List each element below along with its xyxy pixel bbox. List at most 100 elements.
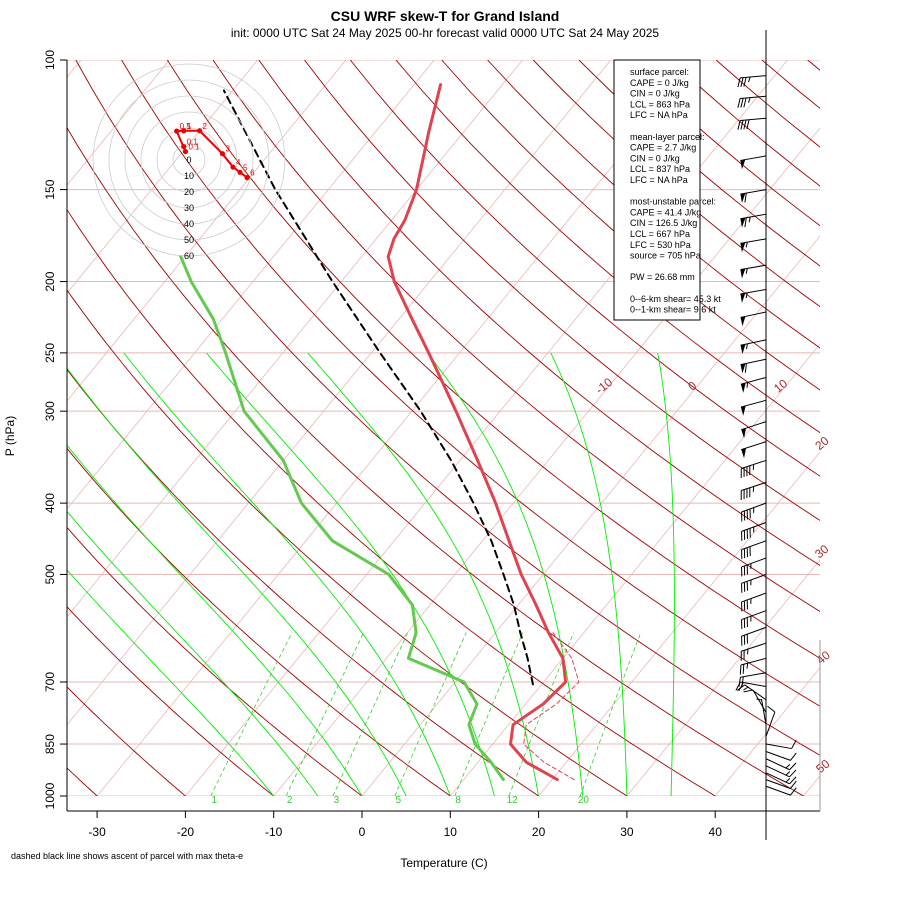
temperature-line	[386, 83, 568, 782]
wind-barb-pennant	[741, 448, 747, 459]
hodograph-point-label: 0.1	[187, 138, 199, 147]
virtual-temperature-line	[523, 632, 580, 781]
wind-barb-half-flag	[785, 763, 791, 769]
dewpoint-line	[179, 255, 505, 782]
wind-barb	[740, 238, 767, 253]
stats-line: 0--6-km shear= 45.3 kt	[630, 294, 721, 304]
wind-barb-half-flag	[746, 382, 749, 388]
wind-barb	[756, 698, 767, 725]
wind-barb-shaft	[741, 610, 767, 621]
wind-barb-flag	[740, 120, 744, 130]
wind-barb-shaft	[741, 540, 767, 551]
dry-adiabat-line	[441, 60, 820, 391]
x-tick-label: -30	[88, 825, 106, 839]
wind-barb-flag	[737, 98, 741, 108]
dry-adiabat-line	[67, 526, 363, 796]
wind-barb	[737, 95, 767, 108]
wind-barb-shaft	[741, 441, 767, 451]
wind-barb	[765, 785, 797, 796]
mixing-ratio-line	[285, 632, 364, 796]
dry-adiabat-line	[212, 60, 820, 612]
x-tick-label: 0	[359, 825, 366, 839]
isotherm-line	[67, 60, 258, 294]
isotherm-line	[96, 60, 700, 796]
dry-adiabat-line	[395, 60, 820, 434]
wind-barb-shaft	[740, 95, 767, 99]
dry-adiabat-line	[258, 60, 820, 566]
hodograph-point-label: 1	[187, 122, 192, 131]
wind-barb-half-flag	[748, 76, 751, 83]
chart-title: CSU WRF skew-T for Grand Island	[331, 8, 560, 24]
wind-barb	[740, 213, 767, 228]
wind-barb	[740, 155, 767, 170]
wind-barb	[737, 117, 767, 130]
wind-barb	[737, 75, 767, 88]
hodograph-point-label: 2	[203, 122, 208, 131]
stats-line: CAPE = 2.7 J/kg	[630, 143, 696, 153]
dry-adiabat-line	[67, 606, 275, 796]
hodograph-ring	[172, 143, 206, 177]
wind-barb	[741, 610, 767, 630]
moist-adiabat-line	[307, 352, 540, 796]
wind-barb-flag	[739, 665, 742, 675]
wind-barb-flag	[737, 120, 741, 130]
wind-barb	[741, 573, 767, 593]
wind-barb-shaft	[741, 642, 767, 652]
mixing-ratio-line	[332, 632, 409, 796]
x-ticks: -30 -20 -10 0 10 20 30 40	[88, 811, 722, 839]
dry-adiabat-line	[67, 208, 717, 796]
wind-barb-flag	[743, 689, 754, 693]
stats-line: LCL = 667 hPa	[630, 229, 690, 239]
wind-barb-shaft	[741, 626, 767, 637]
hodograph-point-label: 4	[236, 158, 241, 167]
wind-barb-shaft	[765, 711, 776, 737]
wind-barb-flag	[743, 77, 747, 87]
wind-barb-flag	[767, 705, 776, 713]
stats-line: mean-layer parcel:	[630, 132, 705, 142]
wind-barb-flag	[790, 787, 797, 796]
isotherm-line	[626, 559, 820, 796]
wind-barb-half-flag	[746, 663, 749, 669]
wind-barb-shaft	[765, 751, 791, 761]
chart-subtitle: init: 0000 UTC Sat 24 May 2025 00-hr for…	[231, 26, 660, 40]
y-tick-label: 300	[43, 401, 57, 421]
y-ticks: 100 150 200 250 300 400 500 700 850 1000	[43, 50, 67, 809]
wind-barb	[743, 689, 767, 713]
hodograph-ring-label: 40	[184, 219, 194, 229]
mixing-ratio-line	[454, 632, 524, 796]
hodograph-point-label: 3	[225, 145, 230, 154]
hodograph-point	[181, 128, 187, 134]
wind-barb-shaft	[765, 779, 791, 789]
wind-barb-shaft	[740, 657, 767, 666]
dry-adiabat-line	[67, 447, 452, 796]
wind-barb-half-flag	[748, 216, 751, 223]
wind-barb-pennant	[740, 344, 746, 355]
y-tick-label: 400	[43, 493, 57, 513]
wind-barb-flag	[744, 217, 747, 228]
wind-barb-half-flag	[745, 242, 748, 248]
wind-barb	[765, 779, 797, 789]
wind-barb	[740, 189, 767, 203]
wind-barb-shaft	[740, 672, 767, 678]
dry-adiabat-line	[67, 126, 805, 796]
mixing-ratio-label: 3	[334, 795, 340, 806]
stats-line: CIN = 0 J/kg	[630, 89, 680, 99]
moist-adiabat-line	[67, 444, 363, 796]
wind-barb	[736, 684, 767, 701]
wind-barb-flag	[746, 119, 750, 130]
dry-adiabat-line	[67, 686, 187, 796]
stats-line: CAPE = 0 J/kg	[630, 78, 689, 88]
wind-barb-shaft	[765, 743, 792, 750]
mixing-ratio-label: 8	[455, 795, 461, 806]
stats-line: source = 705 hPa	[630, 251, 701, 261]
wind-barb-half-flag	[756, 698, 762, 701]
hodograph-point	[244, 175, 250, 181]
hodograph-point-label: 0.5	[180, 122, 192, 131]
hodograph-ring	[108, 79, 270, 241]
wind-barb-shaft	[752, 689, 767, 713]
hodograph-ring-label: 50	[184, 235, 194, 245]
isotherm-line	[361, 235, 820, 796]
